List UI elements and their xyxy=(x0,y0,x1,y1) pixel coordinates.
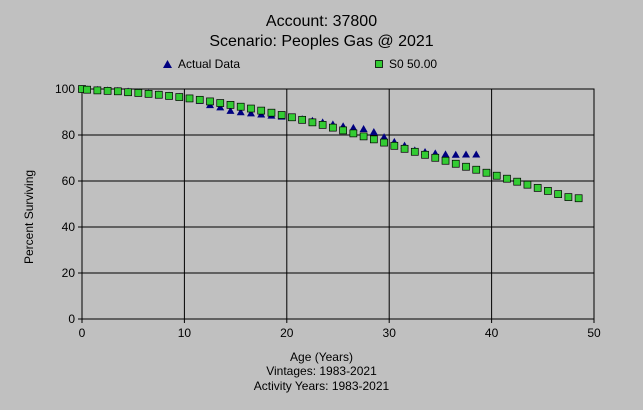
actual-data-point xyxy=(462,150,470,158)
y-tick-label: 40 xyxy=(62,220,76,234)
s0-curve-point xyxy=(400,144,409,153)
triangle-marker-icon xyxy=(163,60,172,68)
s0-curve-point xyxy=(318,121,327,129)
actual-data-point xyxy=(226,106,235,114)
actual-data-point xyxy=(236,108,245,116)
s0-curve-point xyxy=(431,153,440,162)
y-tick-label: 0 xyxy=(68,312,75,326)
actual-data-point xyxy=(451,150,460,158)
s0-curve-point xyxy=(339,126,347,135)
s0-curve-point xyxy=(206,97,214,106)
s0-curve-point xyxy=(247,104,255,113)
s0-curve-point xyxy=(195,95,204,104)
s0-curve-point xyxy=(472,165,481,174)
s0-curve-point xyxy=(113,87,122,96)
s0-curve-point xyxy=(288,113,296,122)
vintages-note: Vintages: 1983-2021 xyxy=(266,364,377,378)
s0-curve-point xyxy=(175,93,184,101)
legend-item-actual-data: Actual Data xyxy=(163,57,240,71)
s0-curve-point xyxy=(451,159,460,168)
s0-curve-point xyxy=(93,86,102,95)
s0-curve-point xyxy=(359,132,368,141)
s0-curve-point xyxy=(257,106,266,115)
s0-curve-point xyxy=(533,184,542,192)
chart-subtitle: Scenario: Peoples Gas @ 2021 xyxy=(209,33,434,50)
s0-curve-point xyxy=(267,108,276,117)
y-tick-label: 20 xyxy=(62,266,76,280)
s0-curve-point xyxy=(390,141,399,150)
s0-curve-point xyxy=(513,177,522,186)
s0-curve-point xyxy=(216,99,225,107)
actual-data-point xyxy=(441,150,450,158)
s0-curve-point xyxy=(421,150,429,159)
y-axis-label: Percent Surviving xyxy=(22,169,36,264)
plot-frame xyxy=(81,88,595,320)
x-tick-label: 0 xyxy=(79,326,86,340)
s0-curve-point xyxy=(554,190,563,198)
s0-curve-point xyxy=(462,162,470,171)
square-marker-icon xyxy=(375,60,383,68)
s0-curve-point xyxy=(564,193,573,201)
s0-curve-point xyxy=(349,129,358,138)
s0-curve-point xyxy=(369,135,378,144)
s0-curve-point xyxy=(410,147,419,156)
s0-curve-point xyxy=(144,89,153,98)
s0-curve-point xyxy=(124,88,132,97)
chart-title: Account: 37800 xyxy=(265,13,378,30)
s0-curve-point xyxy=(298,115,307,124)
actual-data-point xyxy=(472,150,481,158)
legend-label-actual-data: Actual Data xyxy=(178,57,241,71)
s0-curve-point xyxy=(226,101,235,109)
x-tick-label: 20 xyxy=(280,326,294,340)
legend-label-s0: S0 50.00 xyxy=(389,57,438,71)
s0-curve-point xyxy=(236,102,245,111)
s0-curve-point xyxy=(185,94,194,103)
s0-curve-point xyxy=(574,194,583,203)
s0-curve-point xyxy=(103,86,112,95)
s0-curve-point xyxy=(134,89,143,97)
y-tick-label: 100 xyxy=(55,82,75,96)
x-tick-label: 50 xyxy=(587,326,601,340)
s0-curve-point xyxy=(83,85,91,94)
s0-curve-point xyxy=(544,187,552,195)
actual-data-point xyxy=(216,103,225,111)
s0-curve-point xyxy=(277,111,286,119)
x-tick-label: 10 xyxy=(178,326,192,340)
x-tick-label: 40 xyxy=(485,326,499,340)
actual-data-point xyxy=(349,123,358,131)
s0-curve-point xyxy=(482,168,491,177)
actual-data-point xyxy=(246,109,255,117)
s0-curve-point xyxy=(154,90,163,99)
s0-curve-point xyxy=(523,180,532,189)
actual-data-point xyxy=(380,133,389,141)
activity-years-note: Activity Years: 1983-2021 xyxy=(253,379,390,393)
actual-data-point xyxy=(369,128,378,136)
s0-curve-point xyxy=(380,138,388,147)
s0-curve-point xyxy=(308,118,317,127)
y-tick-label: 60 xyxy=(62,174,76,188)
actual-data-point xyxy=(359,125,368,133)
s0-curve-point xyxy=(492,171,501,180)
legend-item-s0: S0 50.00 xyxy=(375,57,437,71)
s0-curve-point xyxy=(329,123,337,132)
s0-curve-point xyxy=(165,92,173,100)
s0-curve-point xyxy=(503,174,511,183)
x-axis-label: Age (Years) xyxy=(290,350,353,364)
y-tick-label: 80 xyxy=(62,128,76,142)
x-tick-label: 30 xyxy=(383,326,397,340)
s0-curve-point xyxy=(441,156,450,165)
